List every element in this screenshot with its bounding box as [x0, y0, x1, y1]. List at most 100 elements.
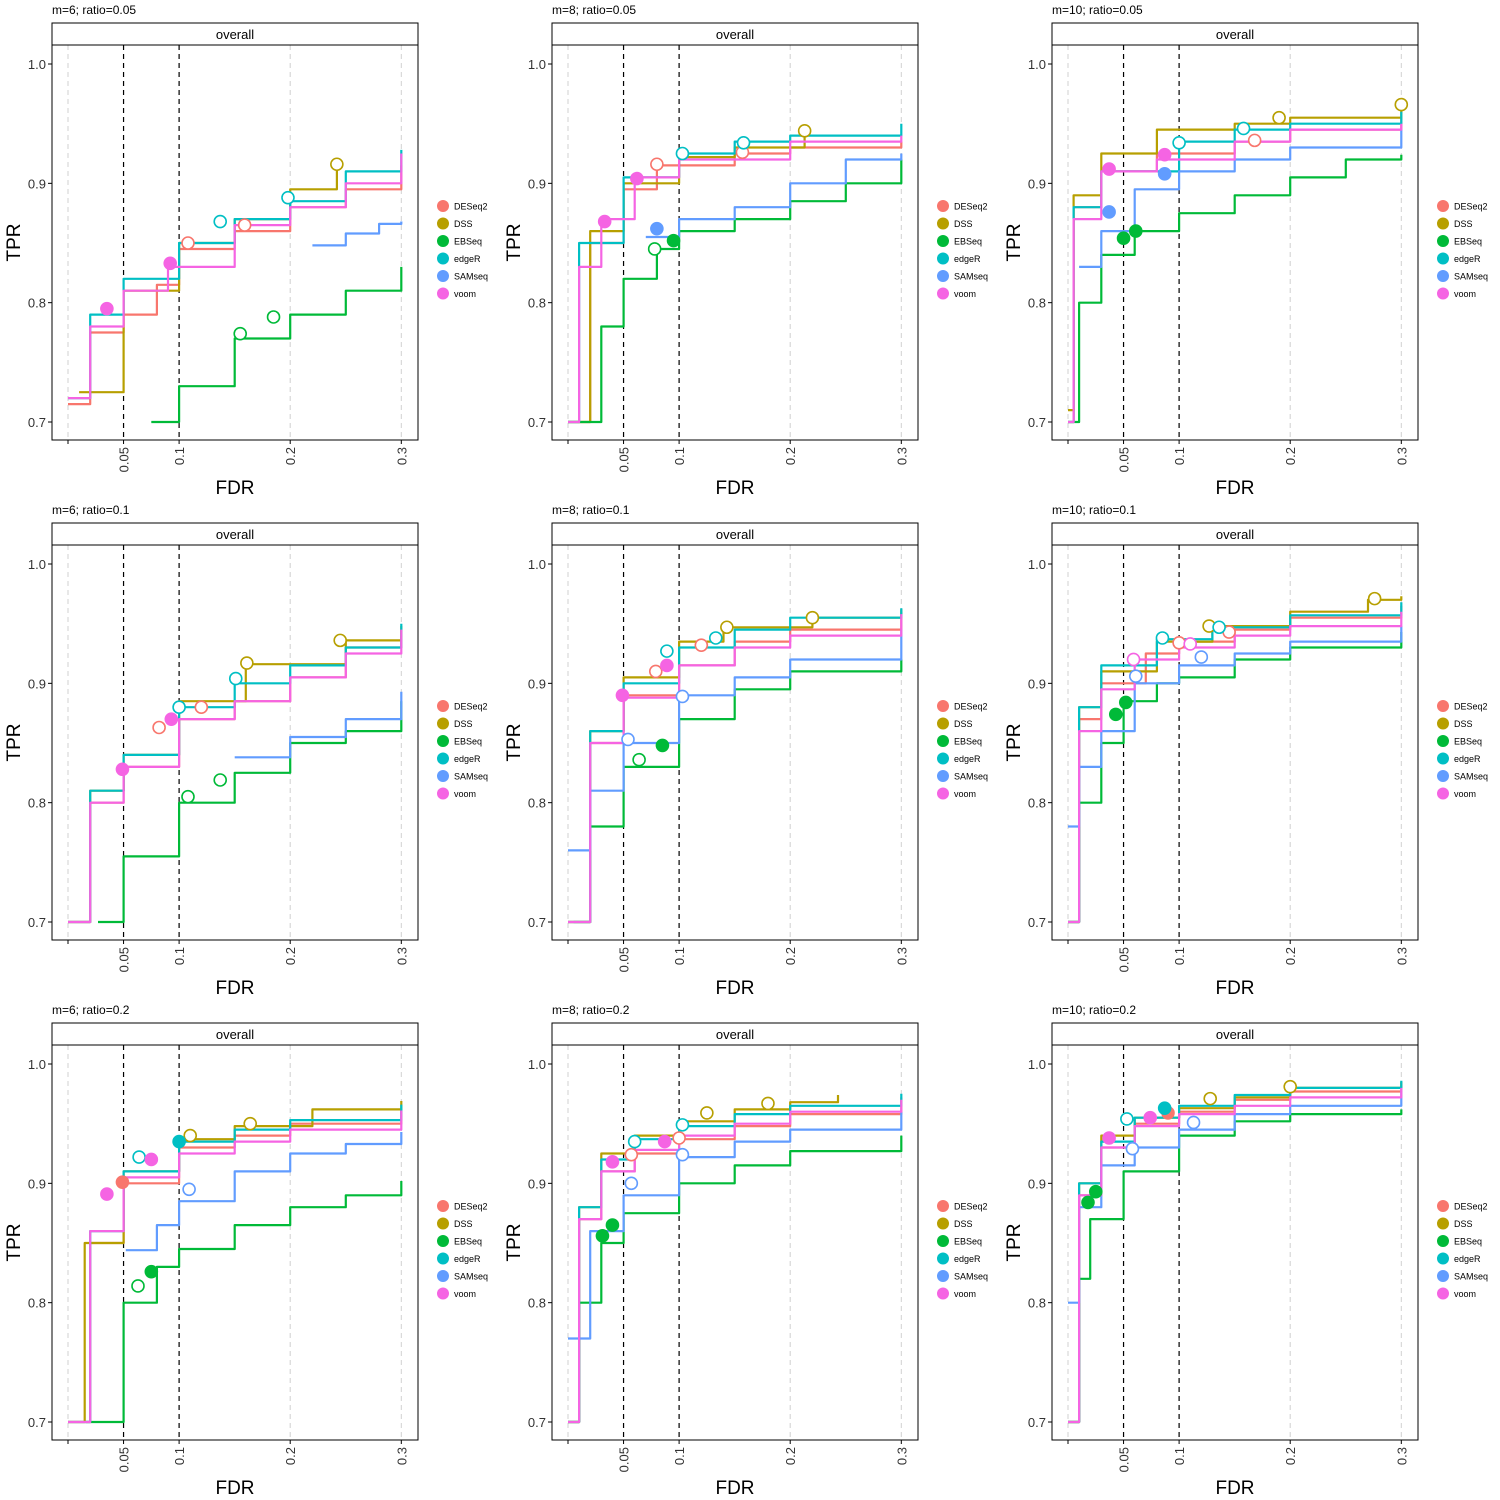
marker-deseq2 [694, 638, 709, 652]
marker-voom [597, 214, 612, 229]
marker-dss [805, 610, 820, 625]
marker-dss [797, 124, 812, 138]
x-tick-label: 0.05 [617, 447, 632, 472]
legend-key-voom [1437, 787, 1449, 800]
series-line-voom [1068, 123, 1403, 424]
legend-key-ebseq [1437, 735, 1449, 747]
legend-label: edgeR [454, 1254, 481, 1264]
legend-key-edger [437, 252, 449, 265]
x-tick-label: 0.1 [672, 447, 687, 465]
marker-edger [1155, 631, 1170, 645]
x-tick-label: 0.1 [172, 1447, 187, 1465]
y-tick-label: 0.8 [1028, 796, 1046, 811]
legend-label: SAMseq [954, 772, 988, 782]
y-tick-label: 0.8 [528, 796, 546, 811]
legend-key-voom [437, 1287, 449, 1300]
x-axis-label: FDR [215, 478, 254, 499]
legend-key-deseq2 [1437, 700, 1449, 712]
marker-ebseq [1116, 231, 1131, 246]
facet-strip-label: overall [1216, 1027, 1254, 1042]
marker-dss [1272, 110, 1286, 125]
y-tick-label: 1.0 [528, 1057, 546, 1072]
marker-ebseq [595, 1229, 610, 1243]
x-tick-label: 0.3 [894, 1447, 909, 1465]
marker-dss [240, 656, 254, 670]
x-tick-label: 0.2 [283, 1447, 298, 1465]
legend-label: SAMseq [454, 272, 488, 282]
marker-edger [1236, 121, 1251, 136]
marker-deseq2 [115, 1175, 130, 1189]
legend-label: SAMseq [1454, 272, 1488, 282]
marker-edger [1172, 135, 1186, 150]
x-tick-label: 0.1 [172, 947, 187, 965]
panel-border [1051, 44, 1419, 441]
legend-key-deseq2 [437, 1200, 449, 1212]
legend-label: edgeR [454, 754, 481, 764]
panel-border [51, 44, 419, 441]
legend-label: edgeR [1454, 1254, 1481, 1264]
marker-voom [615, 688, 630, 703]
series-line-ebseq [568, 1135, 903, 1424]
legend-key-dss [937, 217, 949, 230]
legend-label: EBSeq [454, 237, 482, 247]
panel-border [551, 44, 919, 441]
marker-ebseq [131, 1279, 145, 1293]
legend-key-dss [1437, 1217, 1449, 1230]
legend-key-edger [437, 752, 449, 765]
legend-label: voom [954, 289, 976, 299]
legend-key-edger [1437, 752, 1449, 765]
series-line-voom [568, 614, 903, 924]
chart-title: m=8; ratio=0.05 [552, 3, 636, 17]
marker-voom [1183, 637, 1198, 651]
y-tick-label: 1.0 [28, 1057, 46, 1072]
y-tick-label: 0.7 [528, 415, 546, 430]
series-line-ebseq [1068, 154, 1403, 424]
legend-label: voom [1454, 289, 1476, 299]
y-tick-label: 0.8 [28, 296, 46, 311]
y-tick-label: 0.8 [1028, 296, 1046, 311]
x-tick-label: 0.05 [117, 947, 132, 972]
legend-label: EBSeq [1454, 1237, 1482, 1247]
marker-samseq [1186, 1115, 1201, 1130]
legend-key-voom [937, 787, 949, 800]
marker-samseq [675, 1147, 690, 1162]
marker-samseq [1102, 205, 1116, 219]
chart-panel: m=10; ratio=0.2 overall 0.7 0.8 0.9 1.0 0.05 0.… [1004, 1003, 1488, 1499]
y-tick-label: 0.9 [28, 1176, 46, 1191]
chart-title: m=10; ratio=0.05 [1052, 3, 1143, 17]
marker-edger [627, 1134, 642, 1149]
y-tick-label: 0.8 [528, 296, 546, 311]
legend-label: voom [454, 789, 476, 799]
facet-strip-label: overall [216, 1027, 254, 1042]
marker-samseq [1157, 166, 1172, 181]
y-tick-label: 0.7 [1028, 1415, 1046, 1430]
marker-dss [700, 1106, 714, 1120]
series-line-voom [1068, 611, 1403, 924]
series-line-voom [1068, 1087, 1403, 1424]
x-axis-label: FDR [1215, 978, 1254, 999]
legend-label: DESeq2 [454, 202, 488, 212]
series-line-samseq [125, 1132, 403, 1252]
facet-strip-label: overall [716, 1027, 754, 1042]
marker-deseq2 [672, 1131, 686, 1145]
legend-key-ebseq [1437, 1235, 1449, 1247]
legend-label: DESeq2 [954, 702, 988, 712]
legend-label: edgeR [954, 254, 981, 264]
marker-edger [736, 135, 751, 150]
x-tick-label: 0.05 [617, 1447, 632, 1472]
x-axis-label: FDR [1215, 478, 1254, 499]
marker-edger [675, 1118, 690, 1132]
x-tick-label: 0.3 [894, 947, 909, 965]
legend-key-voom [1437, 287, 1449, 300]
x-tick-label: 0.05 [117, 1447, 132, 1472]
marker-ebseq [605, 1218, 620, 1232]
marker-voom [115, 762, 130, 777]
legend-key-deseq2 [937, 700, 949, 712]
marker-deseq2 [624, 1147, 639, 1162]
chart-title: m=8; ratio=0.2 [552, 1003, 630, 1017]
legend-label: EBSeq [954, 1237, 982, 1247]
y-tick-label: 1.0 [528, 557, 546, 572]
legend-label: EBSeq [1454, 237, 1482, 247]
legend-label: edgeR [954, 754, 981, 764]
y-axis-label: TPR [4, 1224, 25, 1262]
